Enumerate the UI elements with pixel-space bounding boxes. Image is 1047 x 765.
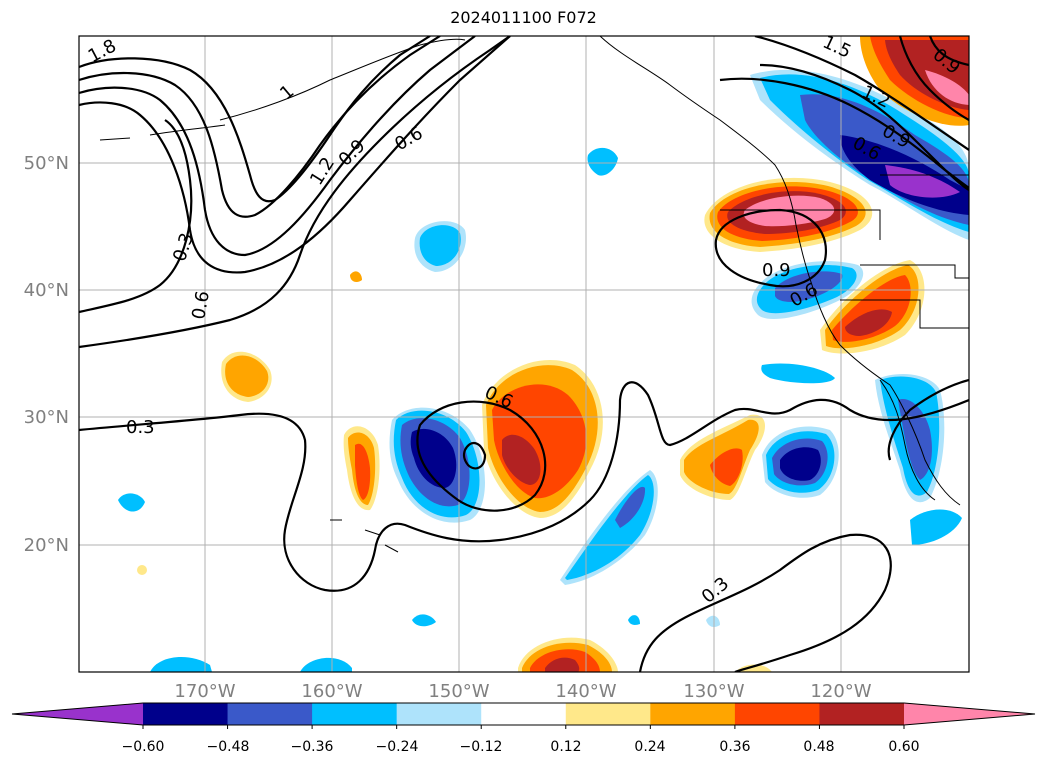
colorbar [11,702,1036,729]
colorbar-tick: −0.48 [207,739,250,755]
colorbar-tick: −0.36 [291,739,334,755]
colorbar-extend-high [904,703,1035,725]
colorbar-segment [734,703,820,725]
shade-small-cyan1 [118,493,145,512]
shade-e-navy [780,447,821,481]
shade-small-cyan2 [412,614,436,627]
contour-label: 0.3 [169,230,198,264]
shade-ne-pink [925,70,969,105]
colorbar-tick: 0.12 [550,739,581,755]
colorbar-tick: −0.12 [460,739,503,755]
shade-e-red [710,448,743,486]
shade-s-darkred [545,657,580,672]
lon-label-170w: 170°W [174,681,235,702]
contour-label: 0.6 [391,123,426,156]
colorbar-segment [396,703,482,725]
shade-bl-cyan [150,656,212,672]
latitude-labels: 50°N 40°N 30°N 20°N [24,153,69,556]
shade-w-orange [225,355,269,397]
shade-ca-blue [775,271,843,302]
shade-sw-blue [615,486,646,528]
contour-label: 0.3 [126,417,155,438]
longitude-labels: 170°W 160°W 150°W 140°W 130°W 120°W [174,681,871,702]
shade-cp-darkred [502,434,541,485]
contour-label: 1 [276,81,298,104]
shade-gulf-cyan [587,147,618,176]
colorbar-tick: −0.24 [376,739,419,755]
lon-label-140w: 140°W [555,681,616,702]
colorbar-segment [143,703,229,725]
contour-label: 0.9 [335,135,370,170]
shade-small-yellow [137,565,147,575]
shade-socal-cyan [761,363,835,384]
shade-mx-cyan [910,509,962,545]
lon-label-130w: 130°W [683,681,744,702]
shade-cp-navy [410,428,457,488]
colorbar-tick: 0.36 [719,739,750,755]
colorbar-tick: 0.24 [634,739,665,755]
contour-label: 0.9 [762,260,791,281]
lon-label-120w: 120°W [810,681,871,702]
contour-labels: 1.8 1 1.5 0.9 1.2 0.9 0.6 0.9 0.6 1.2 0.… [85,36,964,608]
colorbar-tick: −0.60 [122,739,165,755]
lat-label-40n: 40°N [24,280,69,301]
contour-lines [79,36,969,672]
lon-label-160w: 160°W [301,681,362,702]
colorbar-segment [227,703,313,725]
shade-hi-red [355,443,371,500]
colorbar-segment [565,703,651,725]
lat-label-50n: 50°N [24,153,69,174]
colorbar-segment [650,703,736,725]
lon-label-150w: 150°W [428,681,489,702]
shade-bl2-cyan [300,657,352,672]
shade-nv-darkred [845,309,892,336]
colorbar-tick-labels: −0.60 −0.48 −0.36 −0.24 −0.12 0.12 0.24 … [122,739,920,755]
plot-frame [78,35,970,673]
shade-small-cyan3 [706,615,720,628]
colorbar-tick: 0.48 [803,739,834,755]
colorbar-segment [312,703,398,725]
contour-label: 0.6 [188,289,214,321]
map-title: 2024011100 F072 [450,8,597,27]
contour-label: 0.3 [698,573,733,607]
colorbar-tick: 0.60 [888,739,919,755]
lat-label-20n: 20°N [24,535,69,556]
colorbar-segment [819,703,905,725]
colorbar-extend-low [12,703,143,725]
shade-nw-cyan [419,225,461,266]
shade-small-cyan4 [628,615,640,625]
lat-label-30n: 30°N [24,407,69,428]
shade-small-orange [350,271,362,283]
colorbar-segment [481,703,567,725]
shade-bc-purple [885,165,960,198]
